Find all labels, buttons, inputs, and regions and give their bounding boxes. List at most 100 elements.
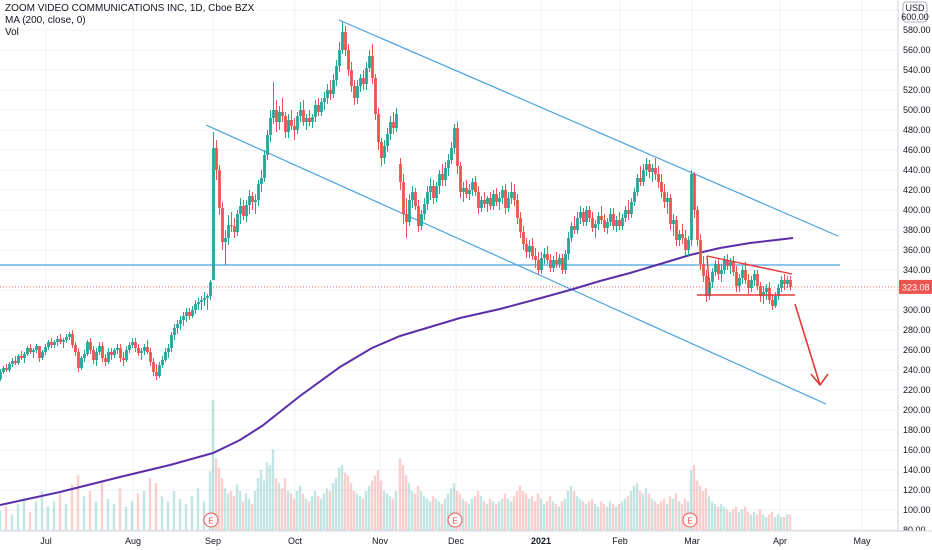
price-tick-label: 80.00 <box>903 525 926 535</box>
volume-bar <box>488 498 492 530</box>
volume-bar <box>425 498 429 530</box>
volume-bar <box>518 485 522 530</box>
volume-bar <box>491 501 495 530</box>
volume-bar <box>166 501 170 530</box>
candle-body <box>435 186 438 198</box>
candle-body <box>627 210 630 214</box>
candle-down <box>573 216 576 234</box>
candle-body <box>642 170 645 182</box>
candle-up <box>723 256 726 274</box>
candle-body <box>140 351 143 353</box>
candle-up <box>173 324 176 340</box>
candle-down <box>531 238 534 260</box>
volume-bar <box>148 478 152 530</box>
candle-up <box>741 266 744 284</box>
earnings-marker[interactable]: E <box>682 512 698 528</box>
candle-body <box>564 254 567 270</box>
volume-bar <box>361 498 365 530</box>
candle-up <box>615 216 618 232</box>
candle-body <box>230 225 233 226</box>
candle-body <box>50 342 53 345</box>
volume-bar <box>190 496 194 530</box>
candle-down <box>513 184 516 206</box>
volume-bar <box>124 506 128 530</box>
candle-up <box>260 170 263 192</box>
candle-body <box>492 194 495 206</box>
candle-up <box>224 230 227 265</box>
top-price-label: 600.00 <box>901 12 929 22</box>
candle-body <box>528 246 531 252</box>
candle-body <box>768 288 771 300</box>
candle-body <box>359 78 362 86</box>
volume-bar <box>740 509 744 530</box>
candle-body <box>504 190 507 208</box>
volume-bar <box>638 491 642 530</box>
candle-down <box>603 214 606 232</box>
candle-body <box>65 337 68 340</box>
candle-body <box>696 210 699 240</box>
candle-down <box>104 354 107 366</box>
earnings-marker[interactable]: E <box>447 512 463 528</box>
volume-bar <box>545 501 549 530</box>
candle-body <box>209 282 212 296</box>
candle-body <box>254 200 257 202</box>
candle-up <box>86 340 89 356</box>
candle-body <box>368 56 371 68</box>
volume-bar <box>313 491 317 530</box>
volume-bar <box>644 488 648 530</box>
price-tick-label: 220.00 <box>903 385 931 395</box>
volume-bar <box>376 470 380 530</box>
candle-up <box>158 362 161 378</box>
volume-bar <box>422 496 426 530</box>
candle-body <box>507 198 510 208</box>
candle-body <box>783 280 786 284</box>
candle-down <box>756 270 759 290</box>
candle-up <box>429 178 432 200</box>
volume-bar <box>698 485 702 530</box>
candle-up <box>780 276 783 292</box>
volume-bar <box>641 493 645 530</box>
candle-down <box>495 188 498 206</box>
candle-down <box>101 342 104 362</box>
volume-bar <box>692 465 696 530</box>
earnings-marker-circle <box>447 512 463 528</box>
candle-down <box>639 166 642 186</box>
volume-bar <box>307 501 311 530</box>
candle-body <box>275 110 278 122</box>
candle-body <box>456 128 459 166</box>
candle-up <box>299 102 302 122</box>
candle-body <box>630 202 633 214</box>
volume-bar <box>16 504 20 530</box>
candle-body <box>224 238 227 242</box>
candle-up <box>197 298 200 310</box>
candle-down <box>317 98 320 116</box>
volume-bar <box>701 491 705 530</box>
candle-up <box>543 248 546 264</box>
candle-body <box>272 110 275 118</box>
candle-body <box>606 222 609 228</box>
volume-bar <box>527 498 531 530</box>
volume-bar <box>82 496 86 530</box>
candle-body <box>699 240 702 264</box>
candle-body <box>486 198 489 204</box>
volume-bar <box>10 514 14 530</box>
volume-bar <box>503 493 507 530</box>
volume-bar <box>656 504 660 530</box>
candle-down <box>534 248 537 268</box>
candle-body <box>365 68 368 84</box>
volume-bar <box>211 400 215 530</box>
volume-bar <box>581 501 585 530</box>
volume-bar <box>446 493 450 530</box>
candle-body <box>290 120 293 126</box>
candle-down <box>137 344 140 356</box>
time-tick-label: Oct <box>288 536 303 546</box>
candle-down <box>50 338 53 348</box>
volume-bar <box>391 498 395 530</box>
earnings-marker[interactable]: E <box>203 512 219 528</box>
candle-body <box>131 342 134 345</box>
volume-bar <box>485 504 489 530</box>
volume-bar <box>770 511 774 530</box>
candle-body <box>374 78 377 114</box>
